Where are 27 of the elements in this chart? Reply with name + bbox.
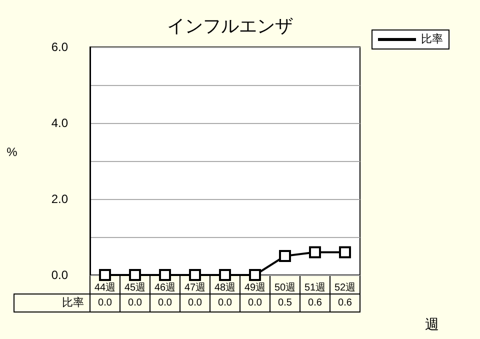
x-axis-title: 週 xyxy=(425,316,439,332)
data-label: 0.6 xyxy=(338,298,352,308)
x-tick-label: 44週 xyxy=(94,282,116,294)
x-tick-label: 51週 xyxy=(304,282,326,294)
data-label: 0.0 xyxy=(158,298,172,308)
x-tick-label: 49週 xyxy=(244,282,266,294)
legend-label: 比率 xyxy=(421,32,443,46)
x-tick-label: 46週 xyxy=(154,282,176,294)
chart-title: インフルエンザ xyxy=(167,16,293,36)
data-label: 0.0 xyxy=(218,298,232,308)
data-label: 0.6 xyxy=(308,298,322,308)
data-label: 0.0 xyxy=(128,298,142,308)
x-tick-label: 48週 xyxy=(214,282,236,294)
x-tick-label: 52週 xyxy=(334,282,356,294)
data-label: 0.5 xyxy=(278,298,292,308)
y-tick-label: 2.0 xyxy=(51,192,68,206)
x-tick-label: 47週 xyxy=(184,282,206,294)
text: 比率 xyxy=(62,297,84,309)
data-label: 0.0 xyxy=(188,298,202,308)
data-label: 0.0 xyxy=(248,298,262,308)
x-tick-label: 50週 xyxy=(274,282,296,294)
y-tick-label: 6.0 xyxy=(51,40,68,54)
y-axis-title: % xyxy=(6,145,18,159)
data-label: 0.0 xyxy=(98,298,112,308)
y-tick-label: 0.0 xyxy=(51,268,68,282)
y-tick-label: 4.0 xyxy=(51,116,68,130)
x-tick-label: 45週 xyxy=(124,282,146,294)
